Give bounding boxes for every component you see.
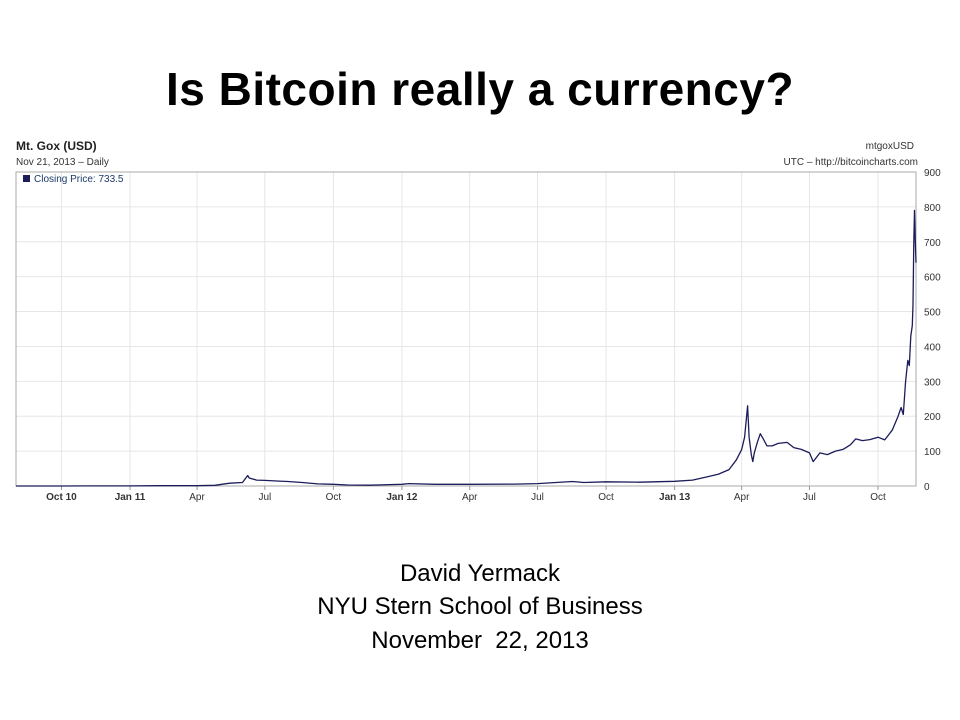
chart-symbol: mtgoxUSD: [866, 141, 914, 152]
x-axis: Oct 10 Jan 11 Apr Jul Oct Jan 12 Apr Jul Oct Jan …: [46, 486, 886, 503]
x-tick-label: Jul: [531, 492, 544, 503]
author-affiliation: NYU Stern School of Business: [317, 593, 643, 620]
y-tick-label: 900: [924, 168, 941, 179]
chart-grid: [16, 171, 916, 487]
x-tick-label: Apr: [734, 492, 750, 503]
y-tick-label: 600: [924, 273, 941, 284]
presentation-date: November 22, 2013: [371, 627, 589, 654]
slide-title: Is Bitcoin really a currency?: [165, 63, 795, 115]
y-tick-label: 700: [924, 238, 941, 249]
chart-subtitle: Nov 21, 2013 – Daily: [16, 157, 109, 168]
series-layer: [16, 209, 917, 487]
x-tick-label: Apr: [189, 492, 205, 503]
chart-title: Mt. Gox (USD): [16, 139, 97, 153]
x-tick-label: Oct: [326, 492, 342, 503]
series-line-closing-price: [16, 209, 917, 487]
chart-source: UTC – http://bitcoincharts.com: [784, 157, 919, 168]
legend-label: Closing Price: 733.5: [34, 174, 124, 185]
x-tick-label: Oct: [870, 492, 886, 503]
y-axis: 0 100 200 300 400 500 600 700 800 900: [924, 168, 941, 493]
x-tick-label: Apr: [462, 492, 478, 503]
x-tick-label: Jul: [803, 492, 816, 503]
x-tick-label: Jan 12: [386, 492, 418, 503]
y-tick-label: 200: [924, 412, 941, 423]
price-chart: 0 100 200 300 400 500 600 700 800 900 Oct 10 Jan 1…: [10, 132, 950, 504]
y-tick-label: 100: [924, 447, 941, 458]
y-tick-label: 0: [924, 482, 930, 493]
y-tick-label: 300: [924, 377, 941, 388]
plot-frame: [15, 171, 917, 487]
y-tick-label: 500: [924, 308, 941, 319]
x-tick-label: Jul: [258, 492, 271, 503]
y-tick-label: 800: [924, 203, 941, 214]
author-name: David Yermack: [399, 560, 561, 587]
x-tick-label: Jan 13: [659, 492, 691, 503]
y-tick-label: 400: [924, 342, 941, 353]
x-tick-label: Jan 11: [115, 492, 146, 503]
legend-swatch: [23, 175, 30, 182]
x-tick-label: Oct 10: [46, 492, 77, 503]
chart-svg: 0 100 200 300 400 500 600 700 800 900 Oct 10 Jan 1…: [15, 139, 941, 503]
x-tick-label: Oct: [598, 492, 614, 503]
